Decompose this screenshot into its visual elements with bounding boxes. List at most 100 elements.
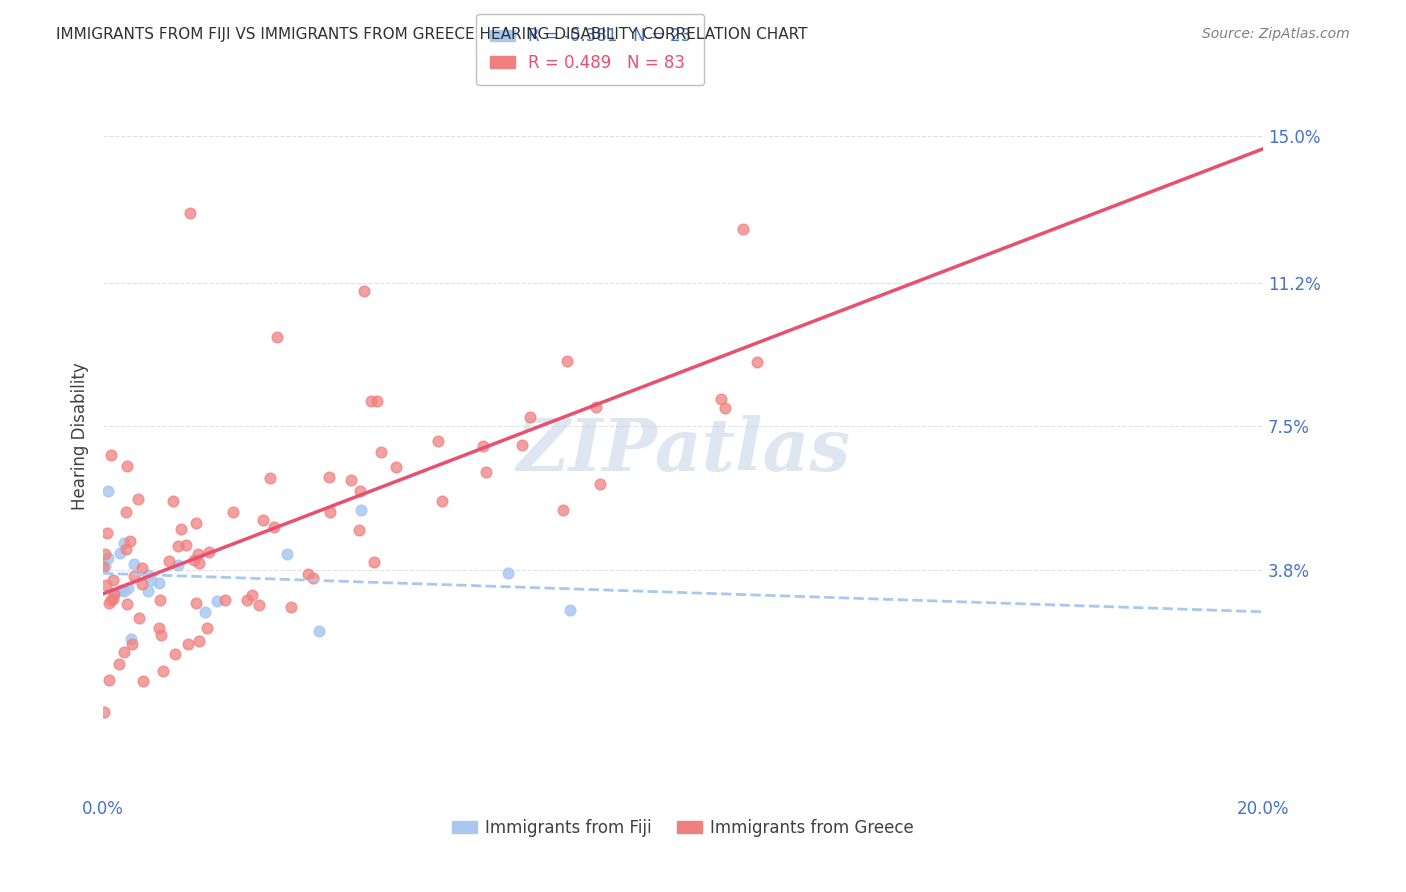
Text: Source: ZipAtlas.com: Source: ZipAtlas.com bbox=[1202, 27, 1350, 41]
Point bbox=[259, 471, 281, 485]
Point bbox=[184, 596, 207, 610]
Point bbox=[112, 535, 135, 549]
Point bbox=[360, 394, 382, 409]
Point bbox=[101, 592, 124, 607]
Point bbox=[115, 597, 138, 611]
Point bbox=[188, 556, 211, 570]
Point bbox=[214, 592, 236, 607]
Point bbox=[136, 567, 159, 582]
Point bbox=[112, 584, 135, 599]
Point bbox=[349, 484, 371, 499]
Point bbox=[93, 705, 115, 719]
Point bbox=[276, 547, 298, 561]
Point bbox=[97, 673, 120, 688]
Point bbox=[551, 502, 574, 516]
Point bbox=[353, 284, 375, 298]
Point bbox=[114, 505, 136, 519]
Point bbox=[745, 355, 768, 369]
Point bbox=[714, 401, 737, 416]
Point bbox=[252, 513, 274, 527]
Point bbox=[94, 547, 117, 561]
Point bbox=[193, 605, 215, 619]
Point bbox=[122, 557, 145, 571]
Point bbox=[263, 520, 285, 534]
Point bbox=[240, 588, 263, 602]
Point bbox=[131, 561, 153, 575]
Point bbox=[115, 458, 138, 473]
Text: IMMIGRANTS FROM FIJI VS IMMIGRANTS FROM GREECE HEARING DISABILITY CORRELATION CH: IMMIGRANTS FROM FIJI VS IMMIGRANTS FROM … bbox=[56, 27, 807, 42]
Point bbox=[179, 206, 201, 220]
Point bbox=[472, 439, 495, 453]
Point bbox=[339, 473, 361, 487]
Point bbox=[247, 599, 270, 613]
Point bbox=[366, 393, 388, 408]
Point bbox=[100, 448, 122, 462]
Point bbox=[103, 586, 125, 600]
Point bbox=[188, 633, 211, 648]
Point bbox=[302, 571, 325, 585]
Point bbox=[176, 637, 198, 651]
Text: ZIPatlas: ZIPatlas bbox=[516, 415, 851, 486]
Point bbox=[350, 502, 373, 516]
Point bbox=[97, 483, 120, 498]
Point bbox=[318, 470, 340, 484]
Point bbox=[117, 582, 139, 596]
Point bbox=[280, 600, 302, 615]
Point bbox=[131, 576, 153, 591]
Point bbox=[731, 222, 754, 236]
Point bbox=[347, 523, 370, 537]
Point bbox=[149, 593, 172, 607]
Point bbox=[96, 526, 118, 541]
Point bbox=[148, 621, 170, 635]
Point bbox=[176, 539, 198, 553]
Point bbox=[555, 354, 578, 368]
Point bbox=[187, 547, 209, 561]
Point bbox=[710, 392, 733, 406]
Point bbox=[170, 522, 193, 536]
Point bbox=[128, 611, 150, 625]
Point bbox=[166, 558, 188, 573]
Point bbox=[91, 559, 114, 574]
Point bbox=[162, 494, 184, 508]
Point bbox=[165, 647, 187, 661]
Point bbox=[127, 492, 149, 507]
Point bbox=[184, 516, 207, 530]
Point bbox=[205, 594, 228, 608]
Point bbox=[319, 504, 342, 518]
Point bbox=[589, 477, 612, 491]
Point bbox=[198, 545, 221, 559]
Point bbox=[585, 400, 607, 414]
Point bbox=[152, 664, 174, 678]
Point bbox=[266, 330, 288, 344]
Point bbox=[94, 578, 117, 592]
Point bbox=[149, 628, 172, 642]
Point bbox=[474, 465, 496, 479]
Point bbox=[139, 573, 162, 587]
Point bbox=[97, 551, 120, 566]
Point bbox=[131, 674, 153, 689]
Point bbox=[136, 583, 159, 598]
Point bbox=[363, 555, 385, 569]
Point bbox=[308, 624, 330, 638]
Point bbox=[124, 569, 146, 583]
Point bbox=[100, 593, 122, 607]
Point bbox=[94, 559, 117, 574]
Point bbox=[221, 505, 243, 519]
Point bbox=[110, 583, 132, 598]
Point bbox=[430, 493, 453, 508]
Point bbox=[118, 533, 141, 548]
Point bbox=[103, 573, 125, 587]
Point bbox=[385, 459, 408, 474]
Point bbox=[370, 445, 392, 459]
Legend: Immigrants from Fiji, Immigrants from Greece: Immigrants from Fiji, Immigrants from Gr… bbox=[446, 813, 921, 844]
Point bbox=[148, 575, 170, 590]
Point bbox=[157, 554, 180, 568]
Point bbox=[112, 644, 135, 658]
Point bbox=[108, 657, 131, 671]
Point bbox=[121, 637, 143, 651]
Point bbox=[297, 567, 319, 582]
Point bbox=[110, 546, 132, 560]
Point bbox=[97, 596, 120, 610]
Point bbox=[510, 438, 533, 452]
Point bbox=[120, 632, 142, 646]
